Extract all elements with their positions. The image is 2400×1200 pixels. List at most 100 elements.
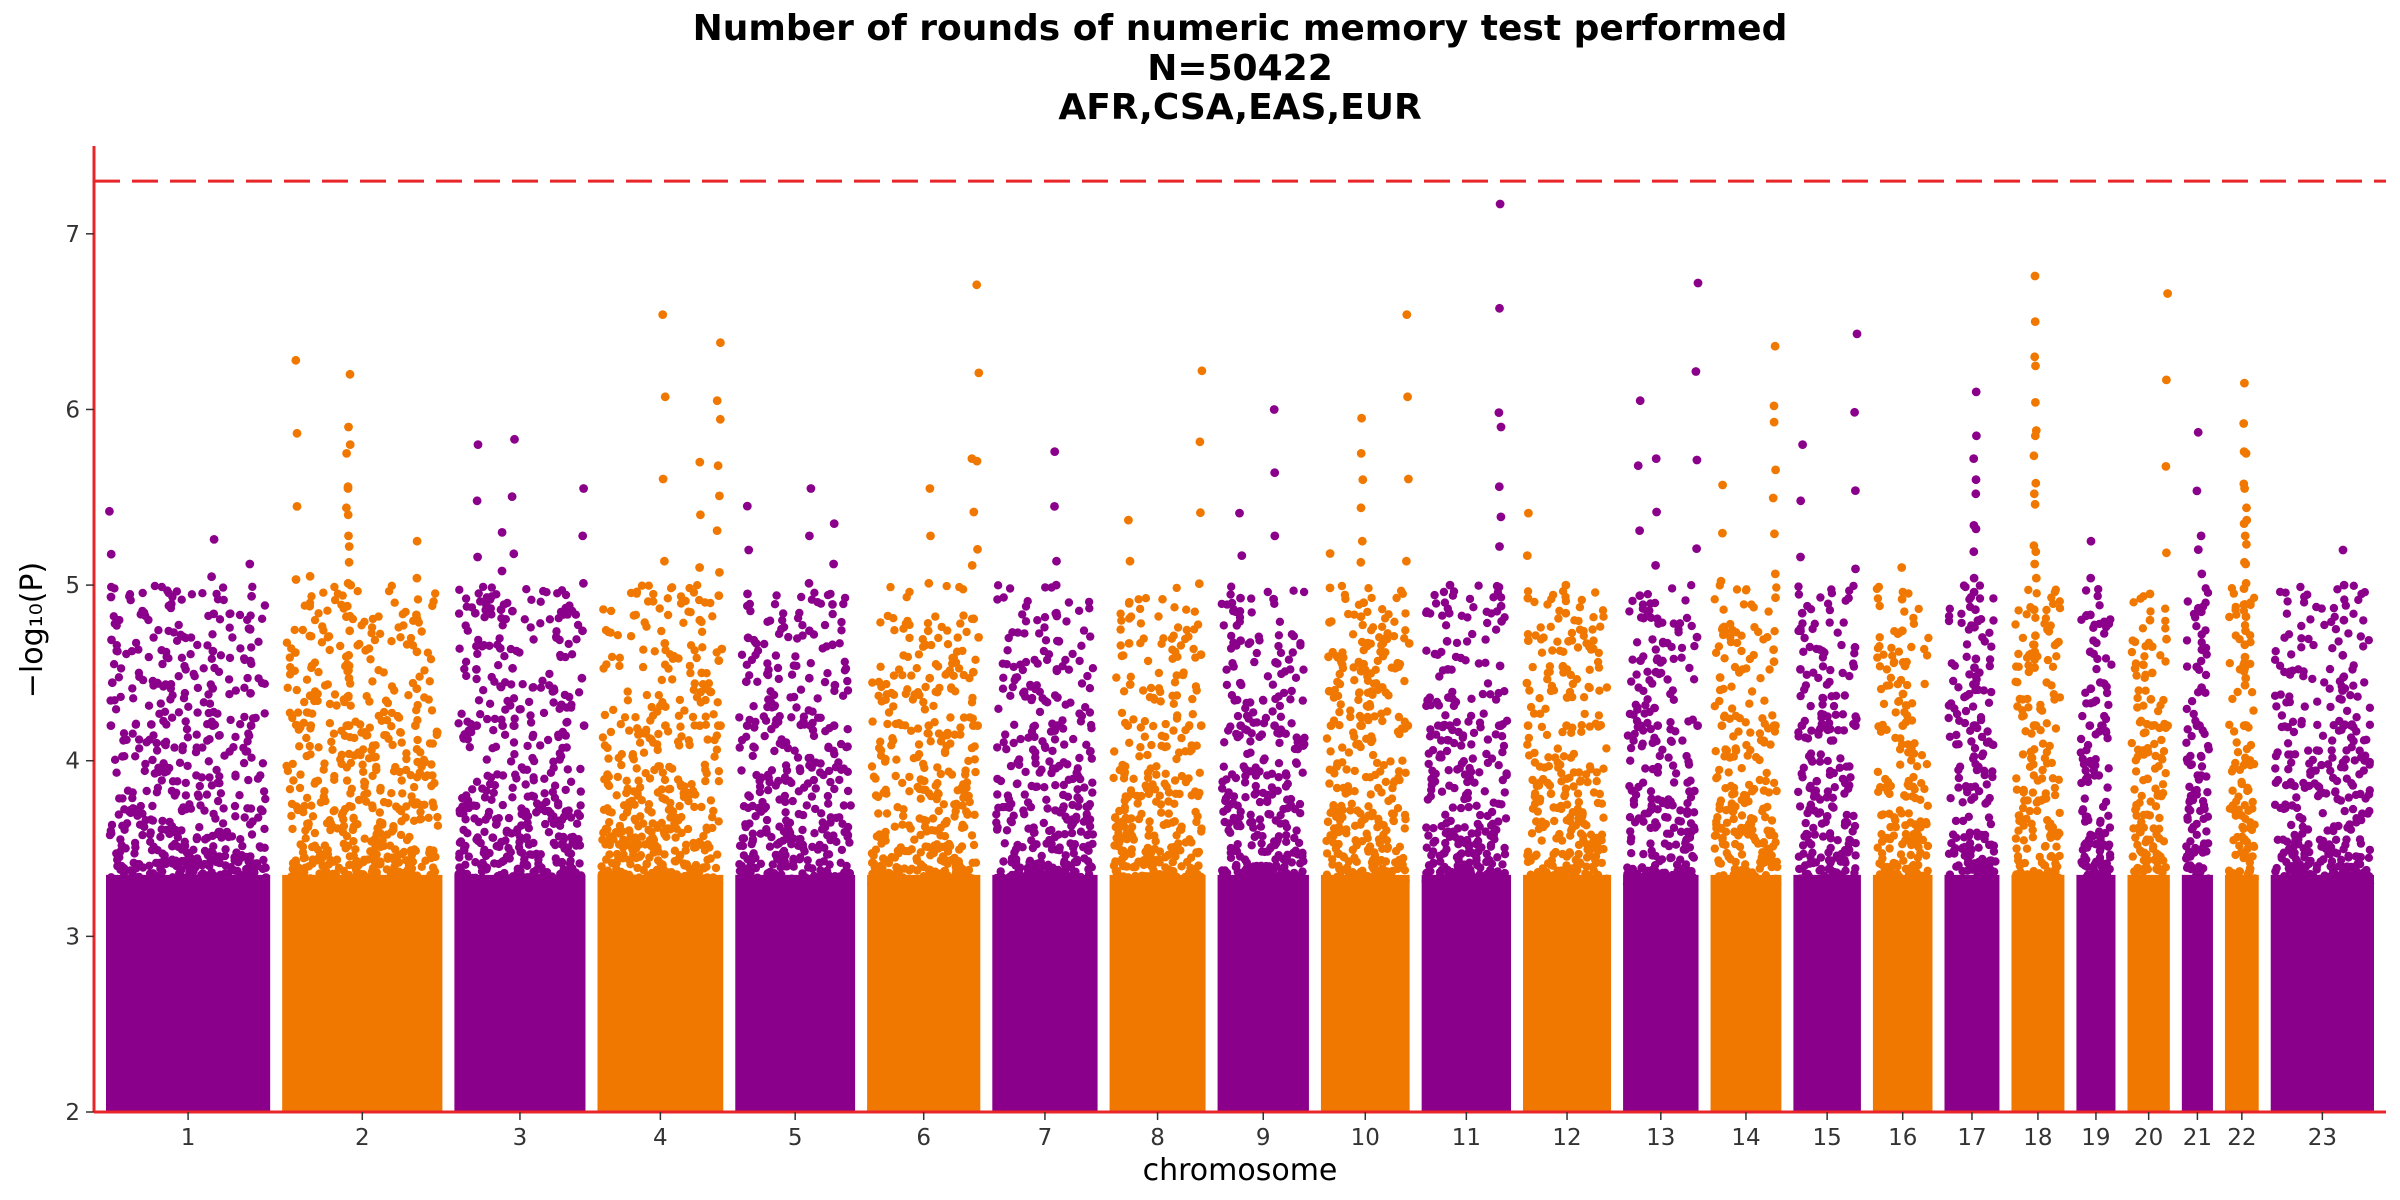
snp-point: [963, 809, 972, 818]
snp-point: [255, 842, 264, 851]
snp-point: [822, 850, 832, 859]
snp-point: [343, 692, 352, 701]
hit-point: [291, 355, 301, 365]
snp-point: [460, 879, 470, 888]
snp-point: [921, 785, 930, 795]
snp-point: [1125, 738, 1134, 747]
snp-point: [240, 712, 249, 722]
snp-point: [1028, 843, 1038, 853]
snp-point: [658, 698, 667, 707]
snp-point: [1364, 584, 1373, 593]
hit-point: [1050, 502, 1059, 511]
snp-point: [748, 835, 758, 844]
snp-point: [1164, 850, 1173, 860]
snp-point: [1136, 743, 1145, 752]
snp-point: [506, 757, 516, 766]
snp-point: [883, 719, 892, 729]
snp-point: [1274, 832, 1284, 841]
snp-point: [843, 725, 852, 734]
snp-point: [793, 613, 803, 623]
snp-point: [226, 876, 235, 885]
snp-point: [626, 632, 636, 641]
snp-point: [479, 641, 489, 650]
snp-point: [690, 646, 699, 655]
snp-point: [1481, 635, 1490, 644]
snp-point: [111, 705, 121, 714]
snp-point: [239, 758, 249, 768]
snp-point: [168, 842, 177, 851]
hit-point: [473, 552, 482, 562]
snp-point: [674, 654, 683, 663]
hit-point: [291, 575, 301, 584]
snp-point: [1259, 756, 1268, 765]
snp-point: [600, 741, 610, 750]
hit-point: [828, 600, 837, 609]
snp-point: [1142, 875, 1151, 885]
snp-point: [515, 837, 524, 847]
snp-point: [375, 808, 384, 817]
snp-point: [1326, 747, 1335, 756]
snp-point: [808, 864, 817, 873]
snp-point: [789, 661, 798, 670]
snp-point: [142, 738, 151, 747]
snp-point: [328, 745, 337, 754]
snp-point: [1219, 869, 1228, 878]
snp-point: [115, 615, 124, 625]
snp-point: [737, 876, 746, 885]
hit-point: [246, 721, 256, 730]
hit-point: [926, 531, 935, 541]
snp-point: [146, 830, 155, 839]
snp-point: [1371, 665, 1380, 674]
snp-point: [993, 876, 1002, 886]
snp-point: [1064, 665, 1074, 674]
snp-point: [455, 644, 464, 653]
snp-point: [1015, 755, 1024, 764]
snp-point: [639, 748, 649, 757]
hit-point: [829, 519, 839, 528]
snp-point: [1226, 853, 1236, 862]
snp-point: [626, 588, 636, 598]
snp-point: [785, 818, 795, 827]
snp-point: [1116, 609, 1125, 618]
snp-point: [524, 824, 533, 833]
snp-point: [118, 794, 127, 803]
snp-point: [680, 706, 689, 715]
snp-point: [684, 607, 693, 616]
snp-point: [480, 793, 490, 802]
snp-point: [491, 815, 501, 824]
snp-point: [1322, 870, 1332, 879]
snp-point: [1425, 732, 1435, 741]
snp-point: [826, 777, 835, 787]
snp-point: [215, 731, 224, 740]
snp-point: [1074, 606, 1084, 615]
snp-point: [163, 586, 172, 595]
snp-point: [1149, 693, 1158, 703]
snp-point: [780, 791, 790, 801]
snp-point: [575, 859, 584, 868]
snp-point: [992, 818, 1001, 827]
snp-point: [183, 733, 193, 742]
snp-point: [942, 816, 951, 826]
snp-point: [1437, 647, 1446, 657]
snp-point: [747, 655, 757, 665]
snp-point: [1370, 848, 1379, 857]
snp-point: [876, 737, 885, 746]
snp-point: [346, 701, 355, 710]
snp-point: [478, 858, 487, 868]
snp-point: [138, 675, 148, 685]
snp-point: [347, 784, 356, 793]
snp-point: [1143, 850, 1152, 859]
snp-point: [121, 844, 130, 853]
snp-point: [161, 859, 171, 869]
snp-point: [738, 841, 748, 851]
snp-point: [948, 659, 957, 668]
snp-point: [1149, 721, 1158, 731]
snp-point: [379, 797, 389, 807]
hit-point: [344, 650, 354, 660]
hit-point: [660, 556, 669, 566]
snp-point: [1275, 617, 1285, 626]
snp-point: [166, 695, 175, 704]
snp-point: [387, 637, 396, 646]
hit-point: [1356, 503, 1366, 513]
snp-point: [177, 595, 186, 604]
